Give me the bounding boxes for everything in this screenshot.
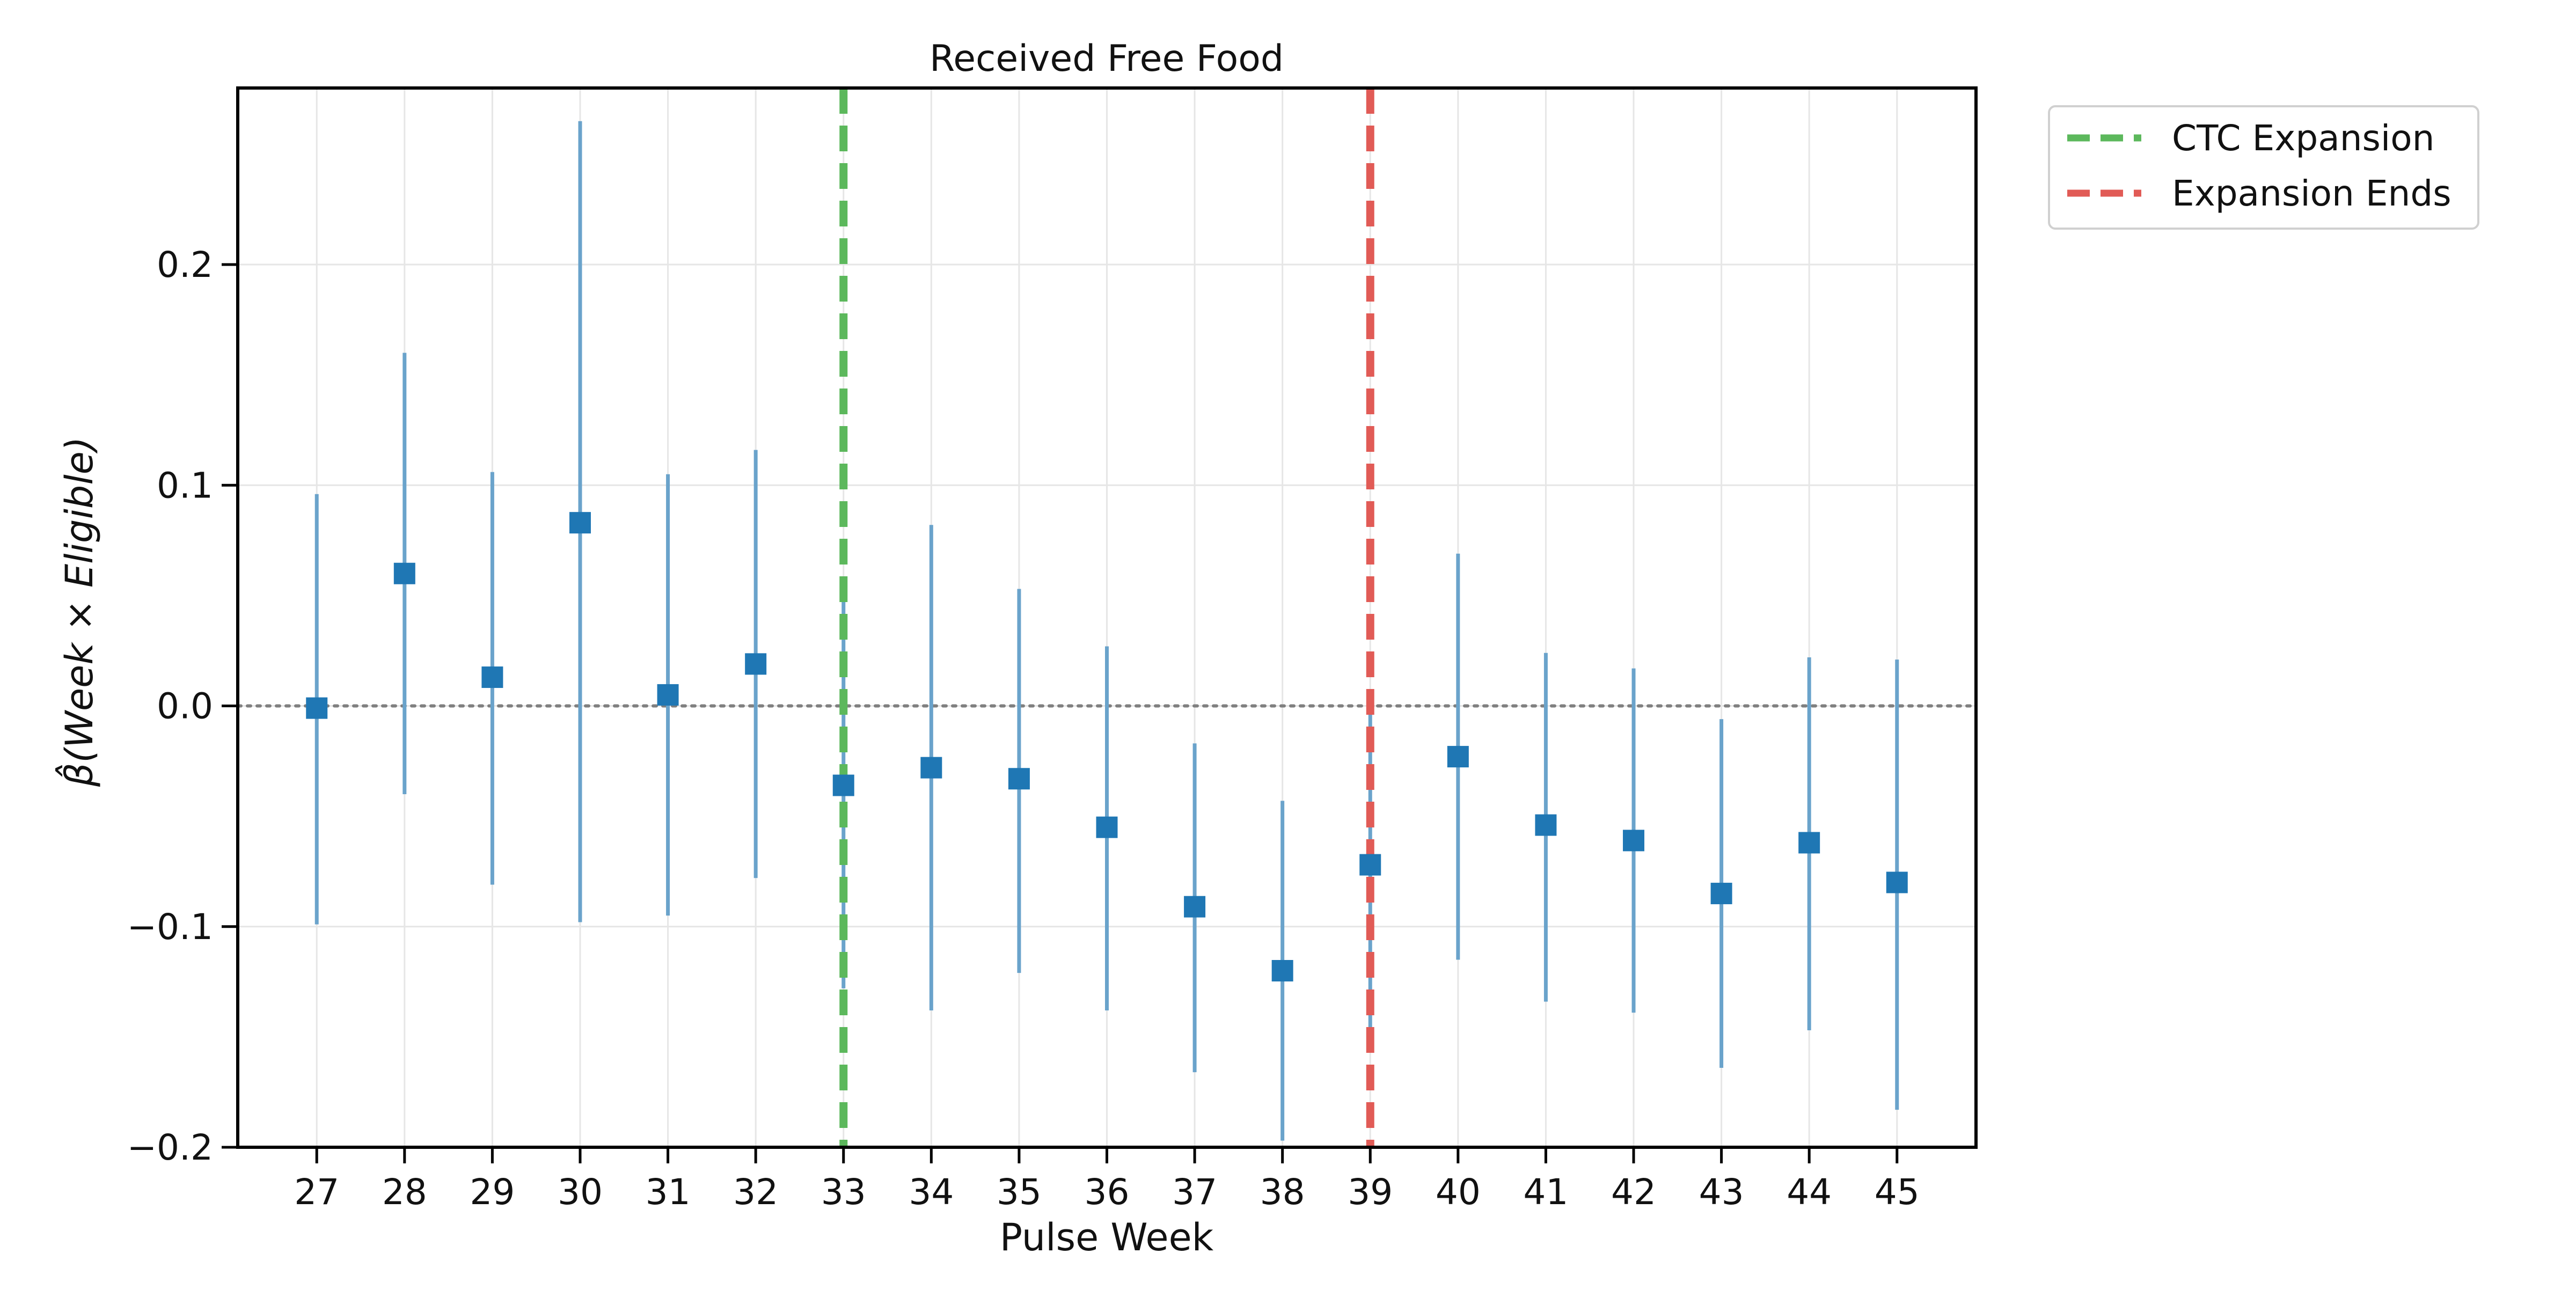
x-tick-label: 29 bbox=[470, 1171, 515, 1213]
data-point bbox=[306, 697, 328, 719]
x-tick-label: 27 bbox=[294, 1171, 339, 1213]
data-point bbox=[569, 512, 591, 534]
y-tick-label: −0.2 bbox=[127, 1127, 213, 1168]
y-tick-label: −0.1 bbox=[127, 906, 213, 948]
x-tick-label: 33 bbox=[821, 1171, 866, 1213]
data-points bbox=[306, 512, 1908, 981]
y-tick-label: 0.1 bbox=[157, 465, 213, 506]
x-axis-label: Pulse Week bbox=[1000, 1215, 1214, 1259]
x-tick-label: 38 bbox=[1260, 1171, 1305, 1213]
legend: CTC Expansion Expansion Ends bbox=[2048, 105, 2479, 230]
x-tick-label: 35 bbox=[997, 1171, 1042, 1213]
x-tick-label: 28 bbox=[382, 1171, 427, 1213]
data-point bbox=[1623, 830, 1645, 852]
x-tick-label: 37 bbox=[1172, 1171, 1217, 1213]
x-tick-label: 39 bbox=[1348, 1171, 1393, 1213]
data-point bbox=[1886, 871, 1908, 893]
data-point bbox=[1535, 814, 1557, 836]
x-tick-label: 44 bbox=[1787, 1171, 1832, 1213]
x-tick-label: 36 bbox=[1085, 1171, 1130, 1213]
y-tick-label: 0.2 bbox=[157, 244, 213, 285]
x-tick-label: 43 bbox=[1699, 1171, 1744, 1213]
y-tick-label: 0.0 bbox=[157, 686, 213, 727]
data-point bbox=[1096, 816, 1118, 838]
data-point bbox=[832, 774, 854, 796]
event-lines bbox=[839, 88, 1374, 1147]
x-tick-label: 45 bbox=[1875, 1171, 1920, 1213]
data-point bbox=[1447, 746, 1469, 768]
axis-ticks: 27 28 29 30 31 32 33 34 35 36 37 38 39 40 41 42 43 44 45 −0… bbox=[127, 244, 1920, 1213]
x-tick-label: 32 bbox=[733, 1171, 778, 1213]
data-point bbox=[1710, 883, 1732, 905]
data-point bbox=[657, 684, 679, 706]
x-tick-label: 31 bbox=[646, 1171, 691, 1213]
x-tick-label: 42 bbox=[1611, 1171, 1656, 1213]
data-point bbox=[1008, 768, 1030, 790]
chart-title: Received Free Food bbox=[930, 38, 1284, 80]
legend-label-expansion-ends: Expansion Ends bbox=[2172, 173, 2451, 214]
data-point bbox=[745, 653, 767, 675]
data-point bbox=[1184, 896, 1206, 918]
data-point bbox=[1271, 960, 1293, 981]
legend-box bbox=[2048, 105, 2479, 230]
x-tick-label: 30 bbox=[558, 1171, 603, 1213]
data-point bbox=[481, 666, 503, 688]
y-axis-label: β̂(Week × Eligible) bbox=[55, 437, 101, 787]
data-point bbox=[920, 757, 942, 779]
data-point bbox=[1359, 854, 1381, 876]
legend-label-ctc-expansion: CTC Expansion bbox=[2172, 118, 2434, 159]
data-point bbox=[393, 562, 415, 584]
x-tick-label: 40 bbox=[1436, 1171, 1481, 1213]
x-tick-label: 41 bbox=[1523, 1171, 1568, 1213]
x-tick-label: 34 bbox=[909, 1171, 954, 1213]
data-point bbox=[1798, 832, 1820, 854]
